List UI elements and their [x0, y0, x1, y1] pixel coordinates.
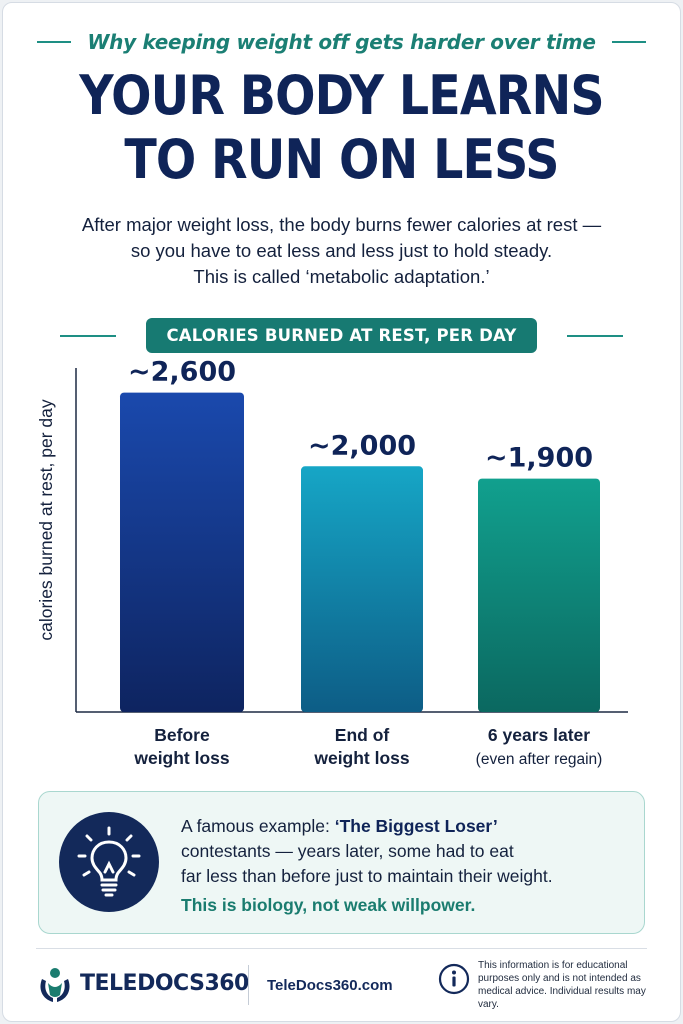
intro-line-2: so you have to eat less and less just to… — [130, 240, 553, 261]
callout-line-3: far less than before just to maintain th… — [181, 866, 553, 886]
category-label-3-line-1: 6 years later — [488, 725, 590, 745]
title-line-1: YOUR BODY LEARNS — [79, 64, 604, 127]
callout-text: A famous example: ‘The Biggest Loser’ co… — [181, 814, 631, 918]
value-label-3: ~1,900 — [485, 443, 593, 474]
bar-2 — [301, 466, 423, 712]
chart-header: CALORIES BURNED AT REST, PER DAY — [0, 318, 683, 353]
chart-title: CALORIES BURNED AT REST, PER DAY — [146, 318, 537, 353]
teledocs-logo-icon — [40, 968, 70, 1002]
lightbulb-badge — [59, 812, 159, 912]
category-label-2-line-2: weight loss — [313, 748, 410, 768]
category-label-2-line-1: End of — [335, 725, 390, 745]
eyebrow-text: Why keeping weight off gets harder over … — [87, 30, 596, 54]
intro-paragraph: After major weight loss, the body burns … — [30, 212, 653, 290]
category-label-1-line-2: weight loss — [133, 748, 230, 768]
intro-line-1: After major weight loss, the body burns … — [81, 214, 602, 235]
category-label-1-line-1: Before — [154, 725, 210, 745]
website-link[interactable]: TeleDocs360.com — [267, 977, 393, 994]
disclaimer: This information is for educational purp… — [478, 960, 646, 1010]
callout-conclusion: This is biology, not weak willpower. — [181, 895, 476, 915]
bar-chart: calories burned at rest, per day ~2,600 Be… — [0, 360, 683, 780]
callout-line-2: contestants — years later, some had to e… — [181, 841, 514, 861]
eyebrow-rule-right — [611, 41, 646, 43]
callout-line-1: A famous example: ‘The Biggest Loser’ — [181, 814, 631, 839]
callout-lead: A famous example: — [181, 816, 335, 836]
eyebrow: Why keeping weight off gets harder over … — [0, 30, 683, 54]
callout-box: A famous example: ‘The Biggest Loser’ co… — [38, 791, 645, 934]
y-axis-label: calories burned at rest, per day — [36, 399, 56, 640]
intro-line-3: This is called ‘metabolic adaptation.’ — [193, 266, 490, 287]
chart-rule-left — [60, 334, 117, 337]
bar-1 — [120, 392, 244, 712]
title-line-2: TO RUN ON LESS — [124, 128, 559, 191]
footer-separator — [248, 965, 249, 1005]
eyebrow-rule-left — [37, 41, 72, 43]
footer: TELEDOCS360 TeleDocs360.com This informa… — [0, 955, 683, 1015]
category-label-3-line-2: (even after regain) — [476, 751, 603, 768]
value-label-1: ~2,600 — [128, 360, 236, 388]
page-title: YOUR BODY LEARNS TO RUN ON LESS — [41, 64, 642, 192]
callout-emphasis: ‘The Biggest Loser’ — [334, 816, 498, 836]
lightbulb-icon — [77, 826, 141, 897]
info-icon — [438, 963, 470, 995]
footer-divider — [36, 948, 647, 949]
value-label-2: ~2,000 — [308, 430, 416, 461]
chart-canvas: calories burned at rest, per day ~2,600 Be… — [36, 360, 628, 768]
brand-name: TELEDOCS360 — [80, 971, 249, 996]
bar-3 — [478, 478, 600, 712]
chart-rule-right — [566, 334, 623, 337]
